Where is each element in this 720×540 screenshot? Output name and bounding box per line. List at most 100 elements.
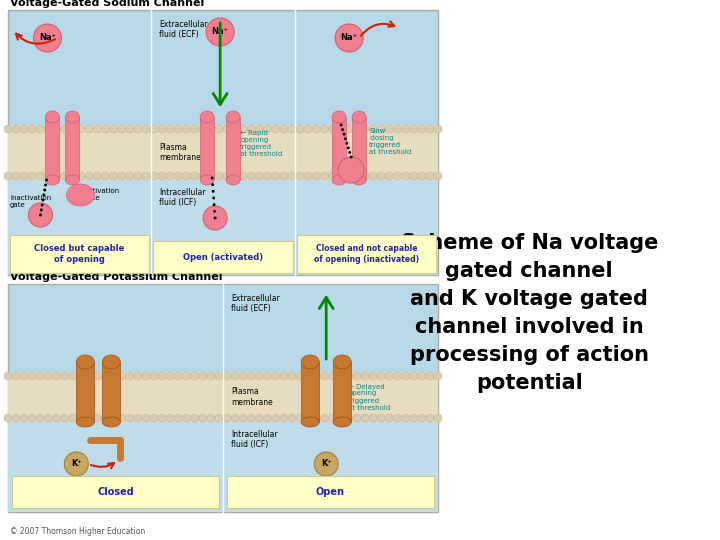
Circle shape xyxy=(4,414,12,422)
Circle shape xyxy=(134,414,142,422)
Circle shape xyxy=(344,137,347,140)
Circle shape xyxy=(150,372,158,380)
Ellipse shape xyxy=(76,355,94,369)
Circle shape xyxy=(102,125,109,133)
Circle shape xyxy=(44,184,47,186)
Circle shape xyxy=(347,146,350,150)
Circle shape xyxy=(28,172,36,180)
Circle shape xyxy=(393,172,402,180)
Circle shape xyxy=(353,414,361,422)
Text: Activation
gate: Activation gate xyxy=(84,188,120,201)
Circle shape xyxy=(312,414,320,422)
Circle shape xyxy=(320,414,328,422)
Text: (e): (e) xyxy=(320,497,332,506)
Circle shape xyxy=(248,125,256,133)
Bar xyxy=(8,284,438,512)
Text: Plasma
membrane: Plasma membrane xyxy=(231,387,273,407)
Circle shape xyxy=(434,172,442,180)
Text: Intracellular
fluid (ICF): Intracellular fluid (ICF) xyxy=(159,188,206,207)
Circle shape xyxy=(264,414,271,422)
Circle shape xyxy=(69,125,77,133)
Circle shape xyxy=(271,172,280,180)
Ellipse shape xyxy=(200,175,214,185)
Circle shape xyxy=(182,414,191,422)
Circle shape xyxy=(166,125,174,133)
Circle shape xyxy=(385,125,393,133)
Circle shape xyxy=(45,372,53,380)
Circle shape xyxy=(280,372,288,380)
Circle shape xyxy=(174,172,182,180)
Circle shape xyxy=(345,125,353,133)
Circle shape xyxy=(94,372,102,380)
Circle shape xyxy=(158,172,166,180)
Bar xyxy=(8,422,438,512)
Circle shape xyxy=(158,414,166,422)
Circle shape xyxy=(343,133,346,136)
Bar xyxy=(66,117,79,180)
Ellipse shape xyxy=(200,111,214,123)
Circle shape xyxy=(20,372,28,380)
Circle shape xyxy=(12,414,20,422)
Circle shape xyxy=(402,414,410,422)
Circle shape xyxy=(12,372,20,380)
Circle shape xyxy=(248,172,256,180)
Circle shape xyxy=(4,125,12,133)
Circle shape xyxy=(410,414,418,422)
Circle shape xyxy=(434,372,442,380)
Circle shape xyxy=(312,125,320,133)
Text: (c): (c) xyxy=(343,262,355,271)
Circle shape xyxy=(60,125,69,133)
Ellipse shape xyxy=(352,111,366,123)
Ellipse shape xyxy=(332,111,346,123)
Ellipse shape xyxy=(102,355,120,369)
Circle shape xyxy=(174,372,182,380)
Circle shape xyxy=(361,172,369,180)
Ellipse shape xyxy=(66,175,79,185)
Circle shape xyxy=(239,414,247,422)
Circle shape xyxy=(37,125,45,133)
Ellipse shape xyxy=(332,175,346,185)
Ellipse shape xyxy=(333,417,351,427)
Circle shape xyxy=(385,172,393,180)
Circle shape xyxy=(434,414,442,422)
Text: Open (activated): Open (activated) xyxy=(183,253,263,261)
Circle shape xyxy=(43,188,46,192)
Circle shape xyxy=(231,372,239,380)
Circle shape xyxy=(393,372,402,380)
Circle shape xyxy=(203,206,227,230)
Circle shape xyxy=(182,372,191,380)
Circle shape xyxy=(12,125,20,133)
Circle shape xyxy=(304,172,312,180)
Circle shape xyxy=(191,414,199,422)
Text: ← Rapid
opening
triggered
at threshold: ← Rapid opening triggered at threshold xyxy=(240,130,282,157)
Circle shape xyxy=(271,372,280,380)
Bar xyxy=(8,180,438,275)
Circle shape xyxy=(369,172,377,180)
Ellipse shape xyxy=(226,175,240,185)
Circle shape xyxy=(37,372,45,380)
Circle shape xyxy=(207,172,215,180)
Circle shape xyxy=(377,125,385,133)
Circle shape xyxy=(142,172,150,180)
Bar xyxy=(8,125,438,180)
Circle shape xyxy=(288,414,296,422)
Circle shape xyxy=(393,414,402,422)
Bar xyxy=(333,362,351,422)
Text: Extracellular
fluid (ECF): Extracellular fluid (ECF) xyxy=(159,20,208,39)
Circle shape xyxy=(69,414,77,422)
Circle shape xyxy=(199,172,207,180)
Circle shape xyxy=(337,172,345,180)
Circle shape xyxy=(4,172,12,180)
Circle shape xyxy=(337,414,345,422)
Text: ← Delayed
opening
triggered
at threshold: ← Delayed opening triggered at threshold xyxy=(348,383,390,410)
Circle shape xyxy=(212,203,215,206)
Circle shape xyxy=(41,204,44,206)
Text: K⁺: K⁺ xyxy=(321,460,332,469)
Circle shape xyxy=(296,414,304,422)
Text: Intracellular
fluid (ICF): Intracellular fluid (ICF) xyxy=(231,430,278,449)
Bar xyxy=(200,117,214,180)
Ellipse shape xyxy=(76,417,94,427)
Circle shape xyxy=(94,125,102,133)
Bar xyxy=(332,117,346,180)
Circle shape xyxy=(60,372,69,380)
